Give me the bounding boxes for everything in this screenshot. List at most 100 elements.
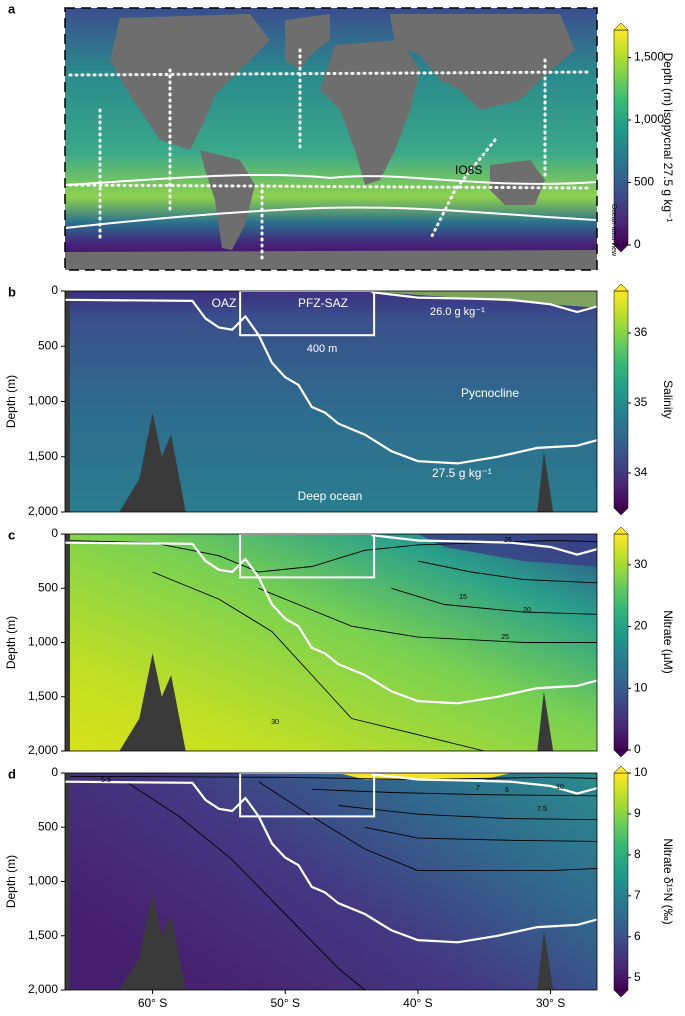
panel-label: c (8, 527, 15, 542)
map (64, 7, 598, 271)
y-tick-label: 0 (51, 765, 58, 779)
y-tick-label: 1,500 (28, 689, 58, 703)
seafloor (537, 930, 554, 990)
annotation: Ocean data view (610, 204, 617, 257)
y-tick-label: 1,500 (28, 449, 58, 463)
colorbar-tick-label: 1,500 (634, 50, 664, 64)
seafloor (119, 412, 186, 512)
y-tick-label: 2,000 (28, 982, 58, 996)
colorbar-tick-label: 5 (634, 970, 641, 984)
seafloor (65, 534, 70, 751)
colorbar-cap (613, 526, 629, 535)
colorbar-cap (613, 507, 629, 516)
isopycnal (64, 541, 598, 705)
annotation: 25 (501, 634, 509, 641)
panel-label: d (8, 766, 16, 781)
annotation: 15 (459, 594, 467, 601)
isopycnal (64, 780, 598, 944)
annotation: 10 (556, 784, 564, 791)
colorbar-cap (613, 22, 629, 31)
colorbar-tick-label: 30 (634, 557, 648, 571)
isopycnal (371, 773, 598, 795)
panel: d 5 6 7 8 9 10 Nitrate δ¹⁵N (‰) 0 500 1,000 1,500 2,… (4, 765, 675, 1010)
contour (258, 587, 597, 643)
y-tick-label: 0 (51, 526, 58, 540)
colorbar-tick-label: 6 (634, 929, 641, 943)
contour (311, 788, 598, 797)
colorbar-label: Nitrate (µM) (661, 610, 675, 674)
x-tick-label: 50° S (270, 996, 299, 1010)
y-axis-label: Depth (m) (4, 855, 18, 908)
colorbar-cap (613, 283, 629, 292)
x-tick-label: 40° S (403, 996, 432, 1010)
seafloor (65, 291, 70, 512)
annotation: OAZ (212, 296, 237, 310)
annotation: Deep ocean (298, 489, 363, 503)
colorbar-tick-label: 7 (634, 888, 641, 902)
x-tick-label: 30° S (536, 996, 565, 1010)
colorbar-tick-label: 34 (634, 465, 648, 479)
colorbar-tick-label: 0 (634, 742, 641, 756)
y-tick-label: 500 (38, 338, 58, 352)
annotation: 26.0 g kg⁻¹ (430, 306, 485, 318)
panel-label: a (8, 1, 16, 16)
contour (364, 826, 598, 842)
colorbar-cap (613, 244, 629, 253)
annotation: 7.5 (537, 806, 547, 813)
y-tick-label: 500 (38, 580, 58, 594)
annotation: 400 m (307, 343, 338, 355)
panel-label: b (8, 284, 16, 299)
y-axis-label: Depth (m) (4, 375, 18, 428)
colorbar-label: Depth (m) isopycnal 27.5 g kg⁻¹ (661, 53, 675, 223)
colorbar-label: Salinity (661, 380, 675, 419)
y-tick-label: 1,000 (28, 635, 58, 649)
colorbar-tick-label: 8 (634, 847, 641, 861)
y-axis-label: Depth (m) (4, 616, 18, 669)
contour (64, 540, 598, 573)
annotation: 27.5 g kg⁻¹ (432, 466, 492, 480)
annotation: 26 (504, 537, 512, 544)
isopycnal (64, 298, 598, 465)
colorbar-cap (613, 749, 629, 758)
contour (338, 805, 598, 821)
annotation: PFZ-SAZ (298, 296, 348, 310)
colorbar-cap (613, 989, 629, 998)
annotation: Pycnocline (461, 386, 519, 400)
colorbar-tick-label: 500 (634, 175, 654, 189)
panel: c 0 10 20 30 Nitrate (µM) 0 500 1,000 1,500 2,000 D… (4, 526, 675, 758)
contour (417, 560, 598, 584)
colorbar (613, 772, 629, 991)
colorbar (613, 290, 629, 509)
annotation: 30 (271, 719, 279, 726)
colorbar-tick-label: 10 (634, 765, 648, 779)
colorbar-label: Nitrate δ¹⁵N (‰) (661, 838, 675, 924)
contour (152, 571, 485, 752)
colorbar-cap (613, 765, 629, 774)
seafloor (119, 892, 186, 990)
x-tick-label: 60° S (138, 996, 167, 1010)
y-tick-label: 1,000 (28, 394, 58, 408)
y-tick-label: 2,000 (28, 504, 58, 518)
annotation: IO8S (455, 163, 482, 177)
annotation: 20 (523, 607, 531, 614)
seafloor (537, 451, 554, 512)
y-tick-label: 0 (51, 283, 58, 297)
annotation: 6 (505, 787, 509, 794)
contour (258, 781, 598, 872)
y-tick-label: 1,500 (28, 928, 58, 942)
y-tick-label: 2,000 (28, 743, 58, 757)
annotation: 7 (476, 785, 480, 792)
isopycnal (371, 534, 598, 556)
seafloor (119, 653, 186, 751)
y-tick-label: 500 (38, 819, 58, 833)
colorbar-tick-label: 36 (634, 325, 648, 339)
colorbar (613, 533, 629, 751)
annotation: 5.5 (101, 777, 111, 784)
panel: b 34 35 36 Salinity 0 500 1,000 1,500 2,000 Depth … (4, 283, 675, 518)
colorbar-tick-label: 0 (634, 237, 641, 251)
colorbar-tick-label: 35 (634, 395, 648, 409)
contour (391, 587, 598, 615)
colorbar-tick-label: 10 (634, 680, 648, 694)
